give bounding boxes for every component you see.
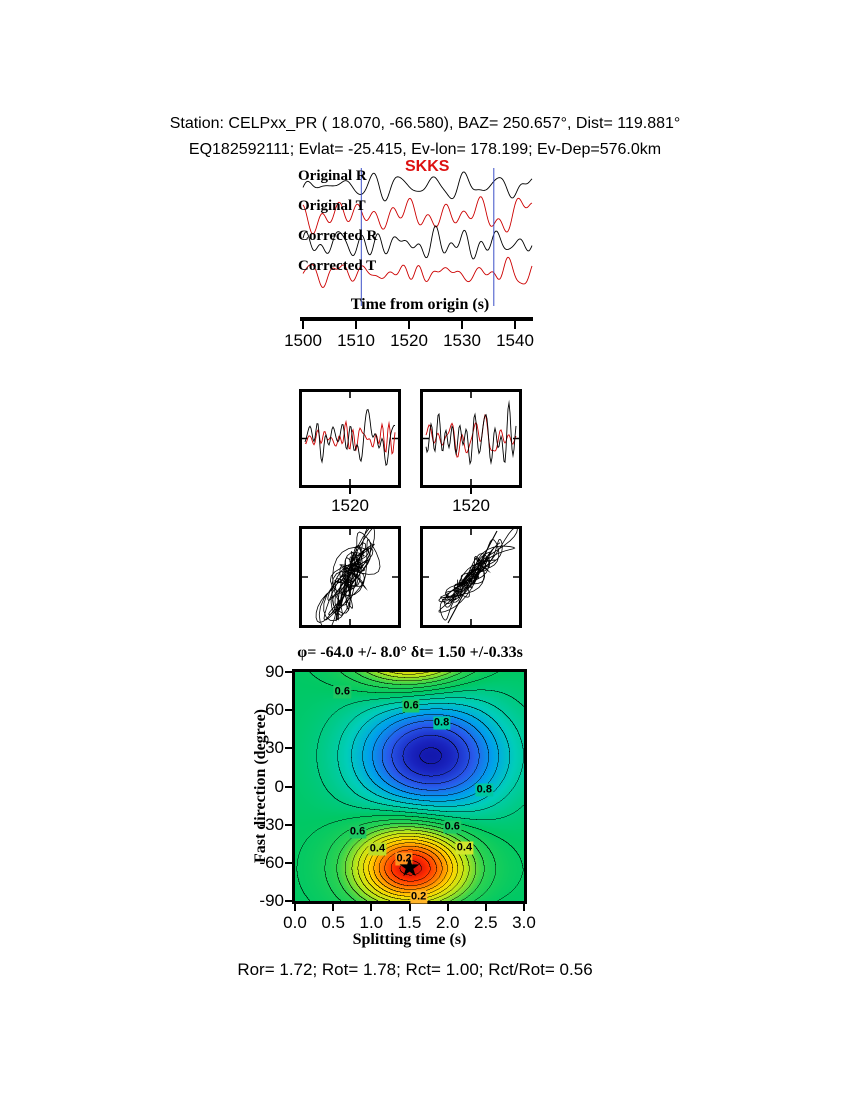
contour-x-tick bbox=[294, 904, 296, 911]
time-axis-tick-label: 1520 bbox=[390, 331, 428, 350]
panel-1-axis-tick bbox=[349, 488, 351, 494]
time-axis-tick bbox=[302, 321, 304, 329]
time-axis-tick-label: 1500 bbox=[284, 331, 322, 350]
time-axis-title: Time from origin (s) bbox=[350, 296, 490, 313]
trace-label-corrected-r: Corrected R bbox=[298, 228, 378, 244]
trace-label-original-t: Original T bbox=[298, 198, 366, 214]
contour-x-tick-label: 0.0 bbox=[283, 913, 307, 932]
contour-x-tick-label: 0.5 bbox=[321, 913, 345, 932]
trace-label-corrected-t: Corrected T bbox=[298, 258, 377, 274]
particle-motion-canvas-corrected bbox=[423, 529, 519, 625]
contour-annotation: 0.6 bbox=[333, 685, 351, 699]
contour-x-tick bbox=[332, 904, 335, 911]
contour-annotation: 0.2 bbox=[410, 890, 428, 904]
contour-y-tick-label: -60 bbox=[259, 852, 284, 872]
contour-x-tick-label: 2.0 bbox=[435, 913, 460, 932]
contour-y-tick bbox=[285, 785, 292, 788]
time-axis-tick-label: 1530 bbox=[443, 331, 481, 350]
time-axis-bar bbox=[300, 317, 533, 321]
contour-y-tick bbox=[285, 861, 292, 864]
contour-x-tick-label: 2.5 bbox=[474, 913, 498, 932]
windowed-waveform-panel-2 bbox=[420, 389, 522, 488]
panel-1-tick-label: 1520 bbox=[331, 496, 369, 515]
event-header: EQ182592111; Evlat= -25.415, Ev-lon= 178… bbox=[188, 141, 662, 158]
time-axis-tick bbox=[355, 321, 357, 329]
contour-y-tick bbox=[285, 747, 292, 750]
contour-x-axis-title: Splitting time (s) bbox=[352, 931, 467, 948]
contour-y-tick-label: 60 bbox=[265, 700, 284, 720]
contour-y-tick-label: -30 bbox=[259, 814, 284, 834]
time-axis-tick bbox=[408, 321, 410, 329]
contour-y-tick bbox=[285, 823, 292, 826]
trace-label-original-r: Original R bbox=[298, 168, 367, 184]
particle-motion-panel-corrected bbox=[420, 526, 522, 628]
contour-title: φ= -64.0 +/- 8.0° δt= 1.50 +/-0.33s bbox=[297, 644, 523, 661]
windowed-waveform-canvas-2 bbox=[423, 392, 519, 485]
panel-2-axis-tick bbox=[470, 488, 472, 494]
contour-y-tick bbox=[285, 709, 292, 712]
contour-x-tick bbox=[446, 904, 449, 911]
contour-annotation: 0.4 bbox=[455, 841, 474, 855]
contour-x-tick bbox=[370, 904, 373, 911]
contour-x-tick-label: 3.0 bbox=[512, 913, 536, 932]
particle-motion-panel-original bbox=[299, 526, 401, 628]
result-summary: Ror= 1.72; Rot= 1.78; Rct= 1.00; Rct/Rot… bbox=[237, 960, 593, 979]
contour-x-tick bbox=[484, 904, 487, 911]
contour-y-tick-label: 30 bbox=[265, 738, 284, 758]
contour-x-tick bbox=[523, 904, 525, 911]
time-axis-tick-label: 1540 bbox=[496, 331, 534, 350]
windowed-waveform-panel-1 bbox=[299, 389, 401, 488]
contour-annotation: 0.2 bbox=[395, 852, 413, 866]
contour-y-tick-label: 90 bbox=[265, 662, 284, 681]
contour-annotation: 0.4 bbox=[368, 842, 387, 856]
contour-y-tick bbox=[285, 671, 292, 673]
time-axis-tick bbox=[461, 321, 463, 329]
time-axis-tick bbox=[514, 321, 516, 329]
contour-annotation: 0.6 bbox=[402, 699, 420, 713]
panel-2-tick-label: 1520 bbox=[452, 496, 490, 515]
contour-x-tick-label: 1.0 bbox=[359, 913, 384, 932]
phase-label: SKKS bbox=[405, 158, 450, 175]
contour-annotation: 0.6 bbox=[443, 820, 461, 834]
contour-annotation: 0.8 bbox=[475, 783, 493, 797]
contour-x-tick bbox=[408, 904, 411, 911]
waveform-traces-canvas bbox=[295, 158, 535, 318]
contour-annotation: 0.8 bbox=[432, 716, 451, 730]
contour-x-tick-label: 1.5 bbox=[397, 913, 422, 932]
particle-motion-canvas-original bbox=[302, 529, 398, 625]
contour-annotation: 0.6 bbox=[348, 825, 367, 839]
best-solution-star-icon: ★ bbox=[397, 851, 422, 882]
contour-y-tick bbox=[285, 900, 292, 902]
contour-y-tick-label: -90 bbox=[259, 891, 284, 910]
station-header: Station: CELPxx_PR ( 18.070, -66.580), B… bbox=[169, 115, 681, 132]
windowed-waveform-canvas-1 bbox=[302, 392, 398, 485]
contour-y-tick-label: 0 bbox=[274, 776, 284, 796]
time-axis-tick-label: 1510 bbox=[337, 331, 375, 350]
